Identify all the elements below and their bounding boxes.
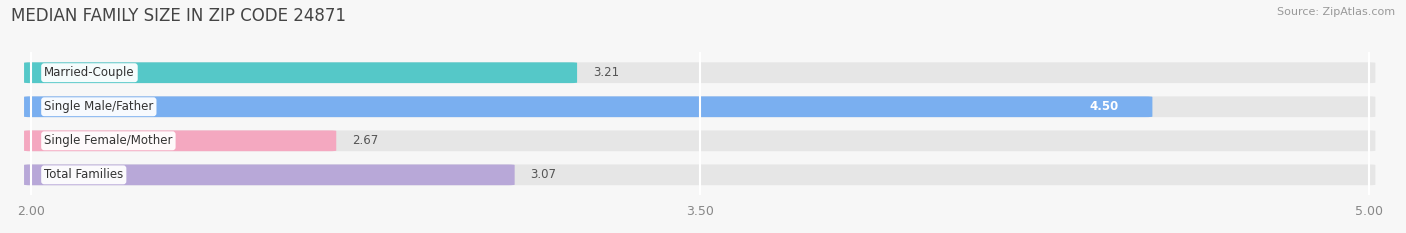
- FancyBboxPatch shape: [24, 62, 1375, 83]
- FancyBboxPatch shape: [24, 96, 1375, 117]
- FancyBboxPatch shape: [24, 164, 515, 185]
- Text: Single Female/Mother: Single Female/Mother: [44, 134, 173, 147]
- FancyBboxPatch shape: [24, 62, 576, 83]
- Text: 3.21: 3.21: [593, 66, 619, 79]
- FancyBboxPatch shape: [24, 130, 336, 151]
- FancyBboxPatch shape: [24, 164, 1375, 185]
- Text: Single Male/Father: Single Male/Father: [44, 100, 153, 113]
- Text: MEDIAN FAMILY SIZE IN ZIP CODE 24871: MEDIAN FAMILY SIZE IN ZIP CODE 24871: [11, 7, 346, 25]
- FancyBboxPatch shape: [24, 96, 1153, 117]
- Text: Total Families: Total Families: [44, 168, 124, 181]
- Text: 2.67: 2.67: [352, 134, 378, 147]
- Text: 3.07: 3.07: [530, 168, 557, 181]
- Text: Married-Couple: Married-Couple: [44, 66, 135, 79]
- FancyBboxPatch shape: [24, 130, 1375, 151]
- Text: Source: ZipAtlas.com: Source: ZipAtlas.com: [1277, 7, 1395, 17]
- Text: 4.50: 4.50: [1090, 100, 1119, 113]
